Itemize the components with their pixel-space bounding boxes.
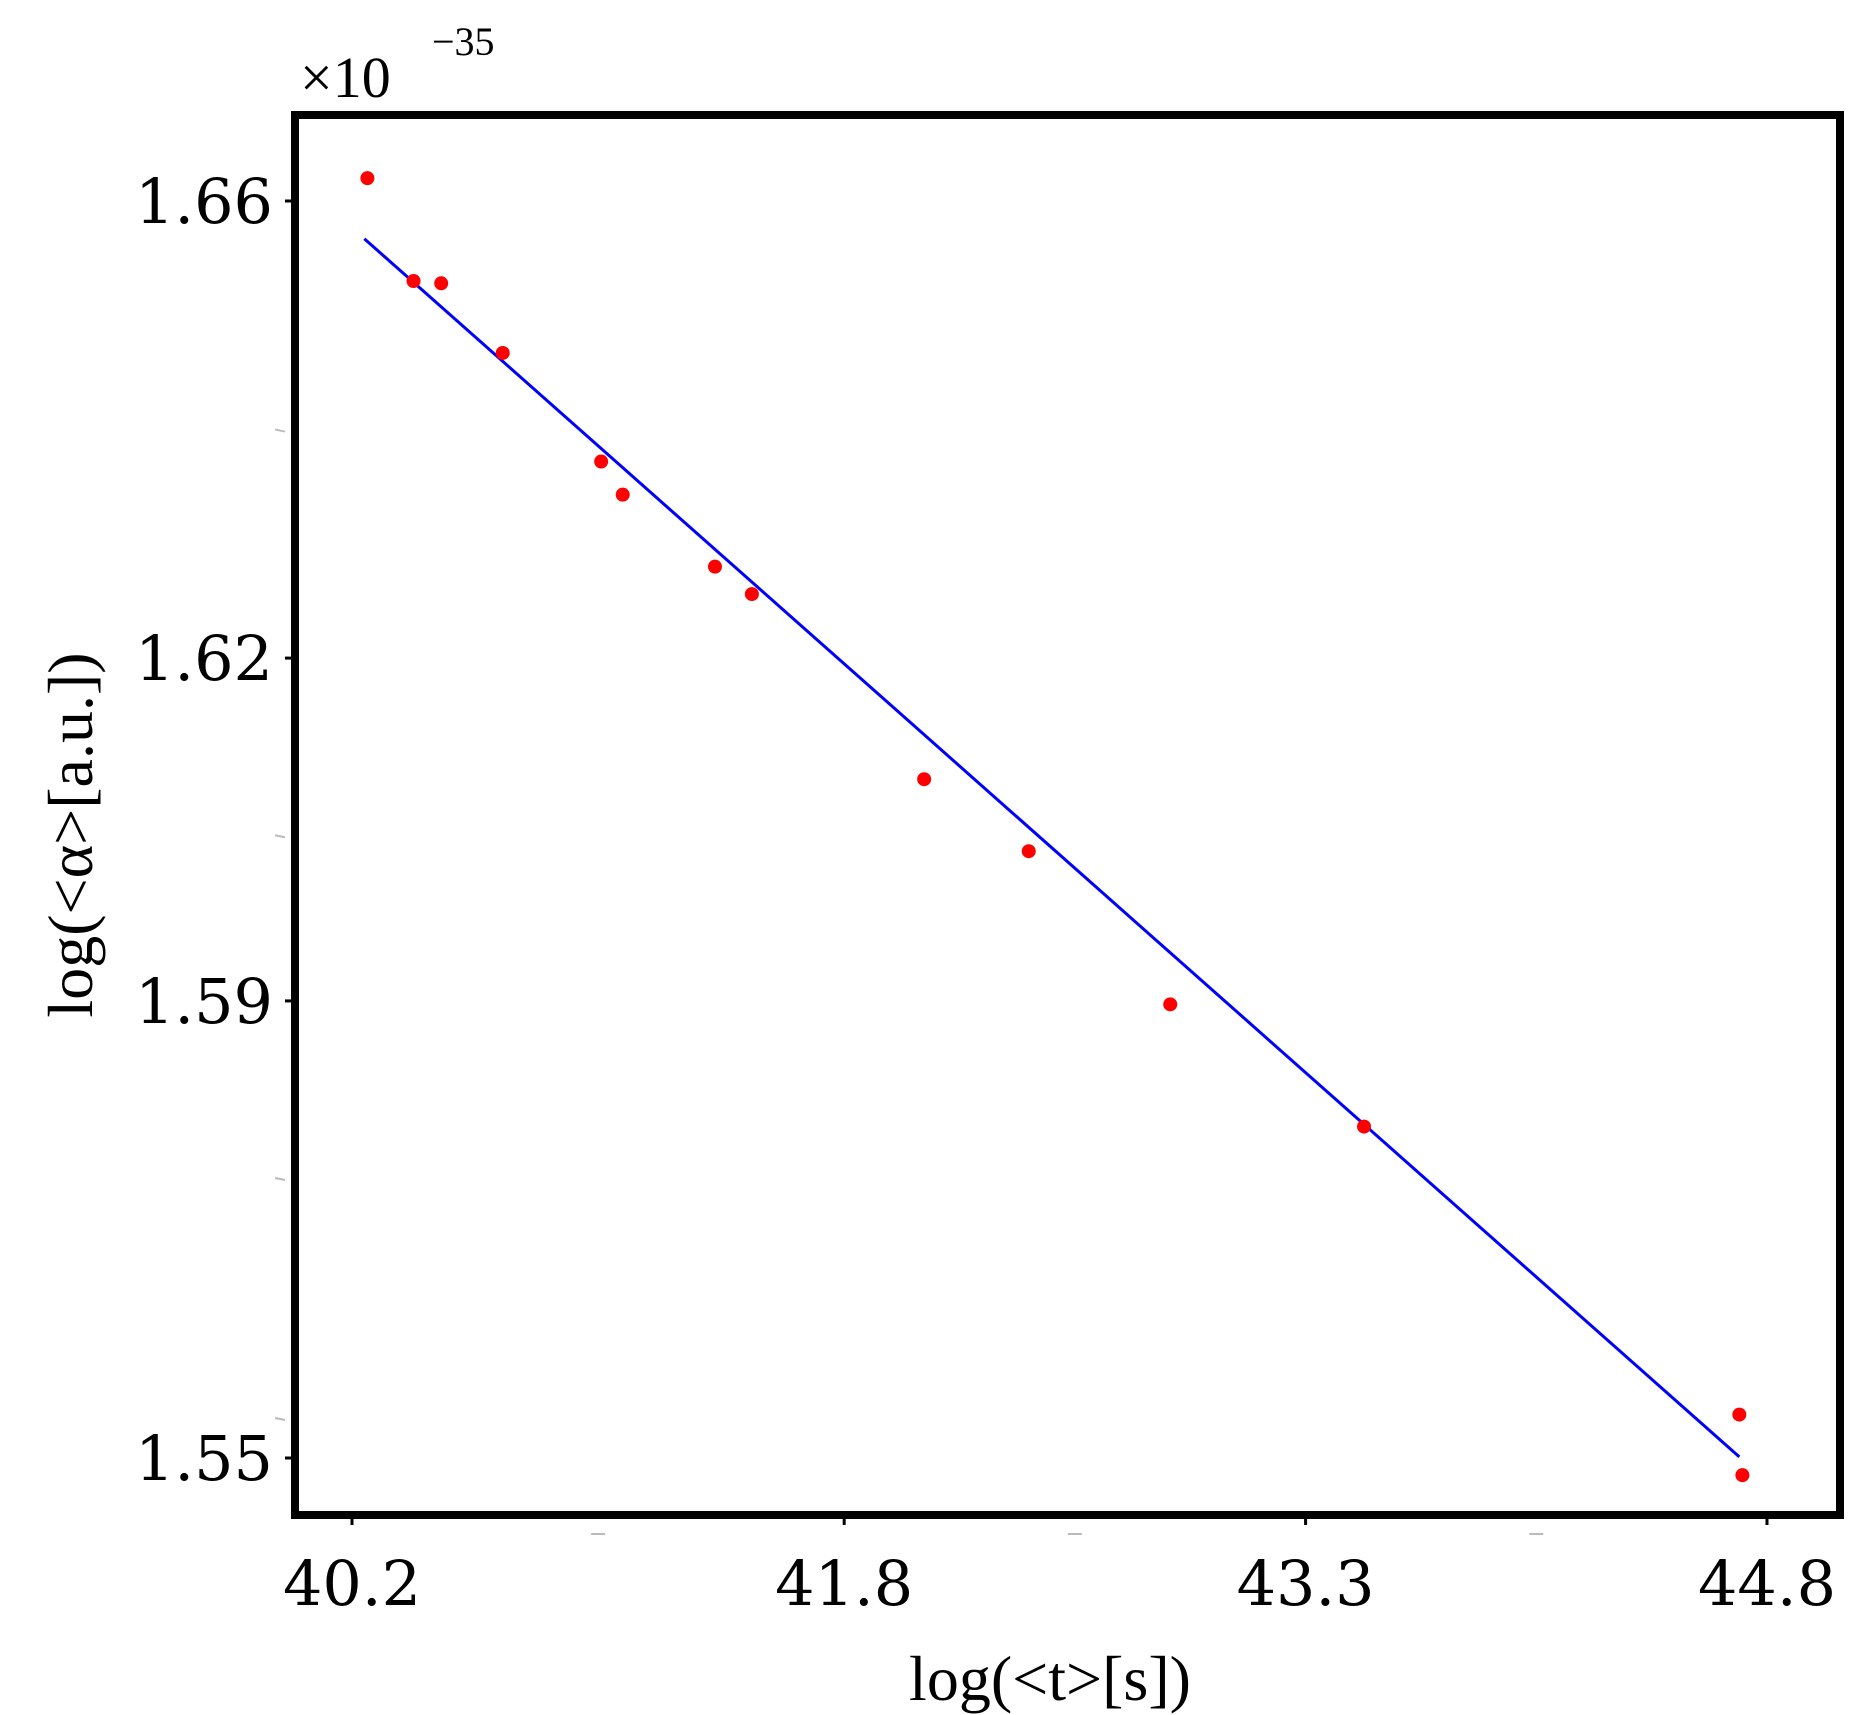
y-multiplier: ×10 −35 <box>300 19 495 110</box>
data-point <box>406 273 421 288</box>
data-point <box>594 454 609 469</box>
data-point <box>1732 1407 1747 1422</box>
chart-marks <box>360 171 1750 1483</box>
y-tick-label: 1.62 <box>135 622 273 695</box>
y-minor-tick <box>274 1177 286 1182</box>
plot-frame <box>291 111 1844 1519</box>
data-point <box>1021 844 1036 859</box>
data-point <box>707 559 722 574</box>
y-tick-label: 1.66 <box>135 165 273 238</box>
y-minor-tick <box>274 834 286 839</box>
data-point <box>1735 1468 1750 1483</box>
y-minor-tick <box>274 428 286 433</box>
y-axis-title: log(<α>[a.u.]) <box>35 652 106 1017</box>
data-point <box>1357 1119 1372 1134</box>
data-point <box>1163 997 1178 1012</box>
chart-axes: 40.2 41.8 43.3 44.8 1.66 1.62 1.59 1.55 <box>135 111 1844 1620</box>
y-tick-label: 1.55 <box>135 1422 273 1495</box>
x-tick-label: 44.8 <box>1698 1547 1836 1620</box>
data-point <box>917 772 932 787</box>
x-tick-label: 43.3 <box>1237 1547 1375 1620</box>
data-point <box>495 345 510 360</box>
fit-line <box>363 237 1741 1458</box>
data-point <box>360 171 375 186</box>
y-minor-tick <box>274 1417 286 1421</box>
data-point <box>434 276 449 291</box>
y-multiplier-exponent: −35 <box>432 19 495 64</box>
x-axis-title: log(<t>[s]) <box>909 1643 1191 1714</box>
data-point <box>744 587 759 602</box>
y-tick-label: 1.59 <box>135 965 273 1038</box>
data-point <box>615 487 630 502</box>
x-tick-label: 41.8 <box>775 1547 913 1620</box>
y-multiplier-base: ×10 <box>300 45 391 110</box>
x-tick-label: 40.2 <box>283 1547 421 1620</box>
